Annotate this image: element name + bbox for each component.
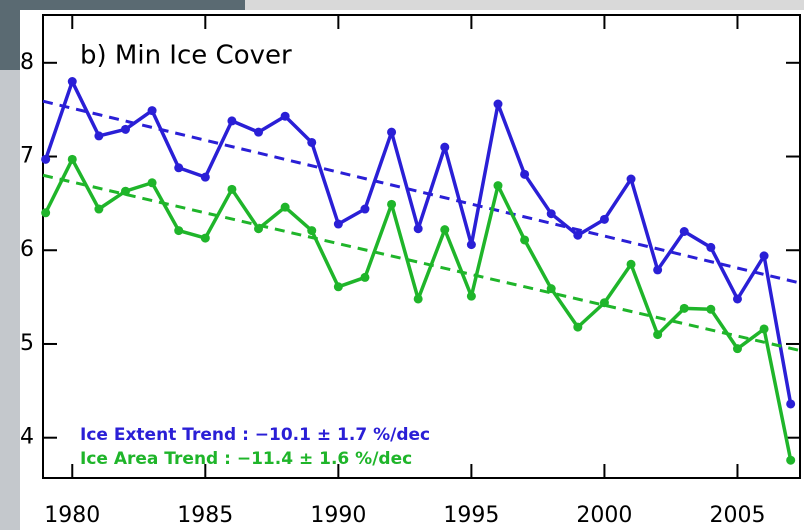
data-point xyxy=(281,112,290,121)
data-point xyxy=(254,128,263,137)
data-point xyxy=(387,128,396,137)
data-point xyxy=(600,215,609,224)
y-tick-label: 8 xyxy=(20,50,34,75)
data-point xyxy=(307,138,316,147)
y-tick-label: 5 xyxy=(20,331,34,356)
legend-label: Ice Extent Trend : −10.1 ± 1.7 %/dec xyxy=(80,425,430,445)
data-point xyxy=(41,155,50,164)
data-point xyxy=(786,399,795,408)
data-point xyxy=(733,344,742,353)
data-point xyxy=(547,284,556,293)
data-point xyxy=(493,100,502,109)
data-point xyxy=(121,187,130,196)
x-tick-label: 1985 xyxy=(177,503,233,528)
x-tick-label: 1990 xyxy=(310,503,366,528)
data-point xyxy=(573,231,582,240)
data-point xyxy=(600,298,609,307)
data-point xyxy=(121,125,130,134)
x-tick-label: 2005 xyxy=(709,503,765,528)
x-tick-label: 1995 xyxy=(443,503,499,528)
data-point xyxy=(680,227,689,236)
data-point xyxy=(360,273,369,282)
data-point xyxy=(493,181,502,190)
data-point xyxy=(440,225,449,234)
x-tick-label: 1980 xyxy=(44,503,100,528)
data-point xyxy=(174,226,183,235)
data-point xyxy=(68,155,77,164)
data-point xyxy=(733,294,742,303)
background-strip xyxy=(245,0,804,10)
data-point xyxy=(706,243,715,252)
data-point xyxy=(201,173,210,182)
data-point xyxy=(760,324,769,333)
data-point xyxy=(334,282,343,291)
plot-frame xyxy=(43,15,800,478)
data-point xyxy=(467,292,476,301)
chart: b) Min Ice Cover 4 5 6 7 8 1980 1985 1990 1995 20… xyxy=(0,0,804,530)
data-point xyxy=(680,304,689,313)
data-point xyxy=(307,226,316,235)
data-point xyxy=(334,220,343,229)
data-point xyxy=(653,330,662,339)
data-point xyxy=(148,106,157,115)
chart-title: b) Min Ice Cover xyxy=(80,41,292,71)
data-point xyxy=(414,294,423,303)
data-point xyxy=(387,200,396,209)
x-tick-label: 2000 xyxy=(576,503,632,528)
data-point xyxy=(440,143,449,152)
data-point xyxy=(360,205,369,214)
data-point xyxy=(653,265,662,274)
data-point xyxy=(201,234,210,243)
page: b) Min Ice Cover 4 5 6 7 8 1980 1985 1990 1995 20… xyxy=(0,0,804,530)
data-point xyxy=(227,116,236,125)
y-tick-label: 6 xyxy=(20,237,34,262)
data-point xyxy=(254,224,263,233)
legend-label: Ice Area Trend : −11.4 ± 1.6 %/dec xyxy=(80,449,412,469)
data-point xyxy=(227,185,236,194)
data-point xyxy=(520,235,529,244)
data-point xyxy=(547,209,556,218)
data-point xyxy=(148,178,157,187)
data-point xyxy=(706,305,715,314)
data-point xyxy=(467,240,476,249)
data-point xyxy=(94,205,103,214)
data-point xyxy=(281,203,290,212)
y-tick-label: 7 xyxy=(20,144,34,169)
data-point xyxy=(520,170,529,179)
data-point xyxy=(174,163,183,172)
data-point xyxy=(627,260,636,269)
y-tick-label: 4 xyxy=(20,425,34,450)
data-point xyxy=(68,77,77,86)
data-point xyxy=(786,456,795,465)
data-point xyxy=(760,251,769,260)
data-point xyxy=(414,224,423,233)
data-point xyxy=(573,323,582,332)
data-point xyxy=(41,208,50,217)
data-point xyxy=(94,131,103,140)
data-point xyxy=(627,175,636,184)
